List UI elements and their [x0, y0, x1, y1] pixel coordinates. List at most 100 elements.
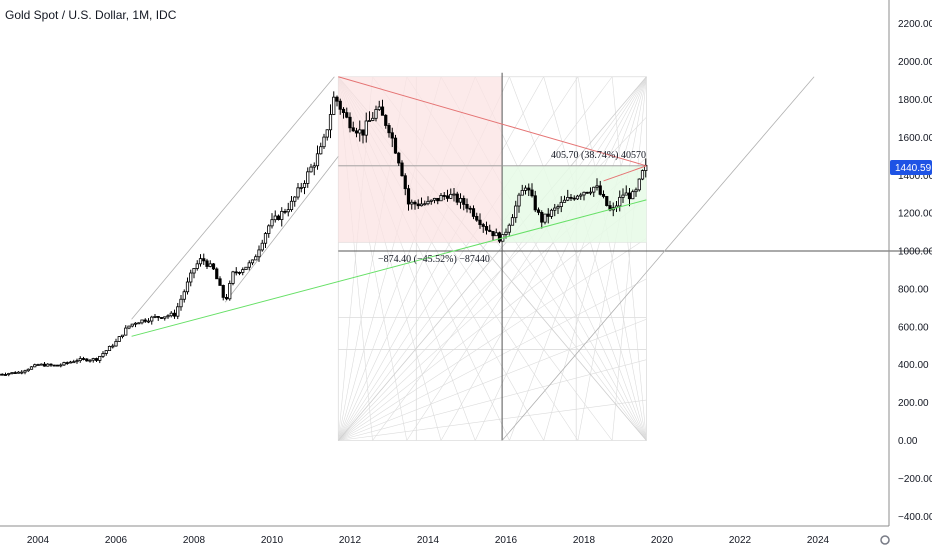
candle-body — [273, 215, 277, 221]
candle-body — [228, 283, 232, 300]
candle-body — [218, 278, 222, 286]
gear-icon[interactable] — [880, 535, 890, 545]
candle-body — [540, 211, 544, 223]
y-tick-label: 1600.00 — [898, 133, 932, 144]
channel-line — [224, 156, 339, 303]
candle-body — [468, 207, 472, 210]
x-axis[interactable]: 2004 2006 2008 2010 2012 2014 2016 2018 2020 2022… — [27, 535, 830, 546]
candle-body — [627, 192, 632, 200]
candle-body — [341, 108, 346, 113]
candle-body — [345, 112, 349, 118]
candle-body — [247, 262, 251, 268]
x-tick-label: 2008 — [183, 535, 206, 546]
channel-line — [501, 76, 815, 441]
gain-measure-label: 405.70 (38.74%) 40570 — [551, 150, 646, 161]
loss-measure-label: −874.40 (−45.52%) −87440 — [378, 254, 490, 265]
candle-body — [640, 170, 645, 180]
candle-body — [133, 322, 138, 325]
candle-body — [163, 316, 167, 319]
fan-line — [372, 76, 647, 441]
candle-body — [426, 200, 430, 205]
candle-body — [130, 323, 134, 327]
candle-body — [55, 364, 60, 367]
candle-body — [85, 358, 89, 362]
candle-body — [172, 312, 177, 317]
candle-body — [52, 364, 56, 367]
candle-body — [624, 192, 628, 196]
candle-body — [146, 320, 151, 323]
candle-body — [211, 263, 216, 270]
resistance-trendline — [603, 165, 647, 182]
candle-body — [241, 269, 245, 273]
candle-body — [595, 185, 599, 188]
candle-body — [59, 364, 63, 367]
candle-body — [221, 285, 225, 298]
candle-body — [293, 196, 297, 202]
resistance-trendline — [338, 76, 647, 167]
candle-body — [257, 249, 261, 258]
candle-body — [312, 165, 316, 168]
candle-body — [91, 358, 95, 361]
fan-line — [338, 318, 647, 441]
candle-body — [182, 291, 186, 300]
candle-body — [328, 114, 333, 131]
candle-body — [530, 189, 534, 197]
candle-body — [153, 316, 157, 318]
candle-body — [234, 271, 238, 274]
candle-body — [150, 316, 154, 322]
candle-body — [631, 191, 635, 200]
candle-body — [260, 242, 264, 251]
settings-gear-icon[interactable] — [880, 535, 890, 545]
candle-body — [101, 353, 105, 357]
candle-body — [46, 363, 50, 367]
candle-body — [475, 216, 479, 221]
candle-body — [156, 316, 160, 318]
y-tick-label: 2000.00 — [898, 57, 932, 68]
candle-body — [237, 271, 242, 274]
candle-body — [367, 120, 372, 122]
candle-body — [13, 372, 17, 374]
candle-body — [270, 219, 274, 227]
candle-body — [49, 363, 53, 366]
candle-body — [546, 213, 550, 217]
candle-body — [523, 187, 528, 191]
candle-body — [140, 319, 144, 324]
candle-body — [348, 116, 352, 129]
candle-body — [351, 127, 355, 132]
candle-body — [393, 137, 398, 154]
candle-body — [224, 296, 229, 300]
trendlines-layer — [131, 76, 647, 337]
candle-body — [403, 175, 407, 190]
candle-body — [481, 224, 485, 227]
candle-body — [176, 306, 180, 317]
candle-body — [29, 366, 34, 370]
candle-body — [107, 345, 112, 352]
x-tick-label: 2010 — [261, 535, 284, 546]
x-tick-label: 2022 — [729, 535, 752, 546]
y-axis[interactable]: 2200.00 2000.00 1800.00 1600.00 1400.00 1200.… — [898, 19, 932, 523]
candle-body — [306, 171, 310, 184]
candle-body — [114, 341, 118, 347]
candle-body — [556, 206, 560, 209]
candle-body — [302, 183, 307, 188]
x-tick-label: 2016 — [495, 535, 518, 546]
candle-body — [195, 263, 199, 269]
y-tick-label: 1200.00 — [898, 209, 932, 220]
candle-body — [637, 178, 641, 191]
candle-body — [254, 256, 258, 261]
candle-body — [458, 198, 463, 203]
candle-body — [192, 268, 196, 274]
candle-body — [104, 350, 108, 354]
candle-body — [20, 371, 24, 374]
candle-body — [322, 136, 326, 148]
candle-body — [397, 152, 401, 164]
candle-body — [325, 129, 329, 138]
candle-body — [263, 233, 268, 244]
candle-body — [588, 191, 593, 194]
candle-body — [471, 208, 476, 217]
candles-layer — [0, 91, 648, 377]
measure-labels: 405.70 (38.74%) 40570 −874.40 (−45.52%) … — [378, 150, 646, 265]
candle-body — [585, 191, 589, 194]
candle-body — [432, 197, 437, 201]
